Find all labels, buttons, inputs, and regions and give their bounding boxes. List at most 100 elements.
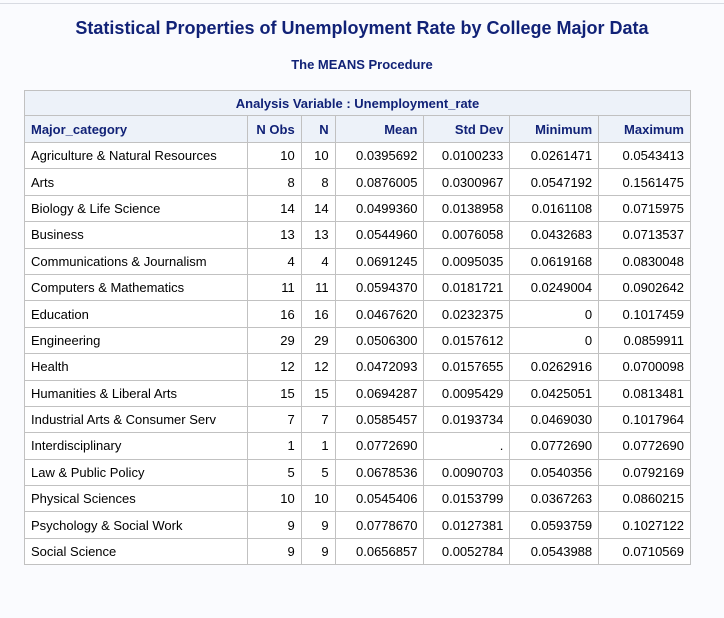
mean-cell: 0.0772690 [334,432,425,460]
maximum-cell: 0.0700098 [598,353,691,381]
table-row: Arts 8 8 0.0876005 0.0300967 0.0547192 0.15614… [24,168,691,196]
n-obs-cell: 16 [246,300,302,328]
minimum-cell: 0.0469030 [509,405,600,434]
major-category-cell: Industrial Arts & Consumer Serv [24,405,248,434]
n-cell: 16 [300,300,336,328]
analysis-variable-row: Analysis Variable : Unemployment_rate [24,90,691,116]
table-row: Biology & Life Science 14 14 0.0499360 0.013… [24,194,691,223]
major-category-cell: Social Science [24,537,248,566]
table-row: Education 16 16 0.0467620 0.0232375 0 0.101745… [24,300,691,328]
table-row: Business 13 13 0.0544960 0.0076058 0.0432683 0… [24,221,691,249]
minimum-cell: 0 [509,326,600,355]
column-header-row: Major_category N Obs N Mean Std Dev Mini… [24,115,691,143]
column-header-maximum: Maximum [598,115,691,143]
table-row: Engineering 29 29 0.0506300 0.0157612 0 0.0859… [24,326,691,355]
minimum-cell: 0.0249004 [509,273,600,302]
major-category-cell: Psychology & Social Work [24,511,248,539]
minimum-cell: 0.0619168 [509,247,600,275]
n-obs-cell: 10 [246,141,302,170]
table-row: Social Science 9 9 0.0656857 0.0052784 0.0543… [24,537,691,566]
std-dev-cell: 0.0181721 [423,273,511,302]
minimum-cell: 0.0261471 [509,141,600,170]
n-cell: 29 [300,326,336,355]
n-obs-cell: 11 [246,273,302,302]
column-header-std-dev: Std Dev [423,115,511,143]
major-category-cell: Interdisciplinary [24,432,248,460]
major-category-cell: Law & Public Policy [24,458,248,487]
maximum-cell: 0.0902642 [598,273,691,302]
mean-cell: 0.0678536 [334,458,425,487]
std-dev-cell: 0.0076058 [423,221,511,249]
std-dev-cell: 0.0100233 [423,141,511,170]
n-cell: 12 [300,353,336,381]
table-row: Law & Public Policy 5 5 0.0678536 0.0090703 0… [24,458,691,487]
std-dev-cell: 0.0300967 [423,168,511,196]
major-category-cell: Business [24,221,248,249]
mean-cell: 0.0656857 [334,537,425,566]
n-cell: 15 [300,379,336,407]
n-obs-cell: 9 [246,537,302,566]
maximum-cell: 0.0543413 [598,141,691,170]
n-cell: 7 [300,405,336,434]
table-row: Interdisciplinary 1 1 0.0772690. 0.0772690 0.… [24,432,691,460]
table-row: Industrial Arts & Consumer Serv 7 7 0.05854… [24,405,691,434]
mean-cell: 0.0506300 [334,326,425,355]
n-cell: 13 [300,221,336,249]
mean-cell: 0.0544960 [334,221,425,249]
n-cell: 10 [300,485,336,513]
n-obs-cell: 13 [246,221,302,249]
std-dev-cell: . [423,432,511,460]
table-row: Health 12 12 0.0472093 0.0157655 0.0262916 0.0… [24,353,691,381]
n-obs-cell: 10 [246,485,302,513]
minimum-cell: 0.0161108 [509,194,600,223]
std-dev-cell: 0.0138958 [423,194,511,223]
n-obs-cell: 14 [246,194,302,223]
major-category-cell: Education [24,300,248,328]
column-header-mean: Mean [334,115,425,143]
n-cell: 14 [300,194,336,223]
n-cell: 5 [300,458,336,487]
table-row: Agriculture & Natural Resources 10 10 0.039… [24,141,691,170]
maximum-cell: 0.1561475 [598,168,691,196]
std-dev-cell: 0.0232375 [423,300,511,328]
n-cell: 9 [300,511,336,539]
mean-cell: 0.0545406 [334,485,425,513]
n-cell: 11 [300,273,336,302]
mean-cell: 0.0585457 [334,405,425,434]
n-cell: 9 [300,537,336,566]
report-title: Statistical Properties of Unemployment R… [75,18,649,38]
table-row: Computers & Mathematics 11 11 0.0594370 0.01… [24,273,691,302]
analysis-variable-header: Analysis Variable : Unemployment_rate [24,90,691,116]
major-category-cell: Engineering [24,326,248,355]
mean-cell: 0.0778670 [334,511,425,539]
minimum-cell: 0.0772690 [509,432,600,460]
maximum-cell: 0.0860215 [598,485,691,513]
major-category-cell: Arts [24,168,248,196]
maximum-cell: 0.0715975 [598,194,691,223]
mean-cell: 0.0876005 [334,168,425,196]
mean-cell: 0.0694287 [334,379,425,407]
n-obs-cell: 29 [246,326,302,355]
major-category-cell: Physical Sciences [24,485,248,513]
minimum-cell: 0.0547192 [509,168,600,196]
n-obs-cell: 7 [246,405,302,434]
maximum-cell: 0.0713537 [598,221,691,249]
minimum-cell: 0 [509,300,600,328]
column-header-minimum: Minimum [509,115,600,143]
n-obs-cell: 9 [246,511,302,539]
mean-cell: 0.0472093 [334,353,425,381]
procedure-subtitle: The MEANS Procedure [291,57,433,72]
table-row: Psychology & Social Work 9 9 0.0778670 0.012… [24,511,691,539]
std-dev-cell: 0.0095035 [423,247,511,275]
std-dev-cell: 0.0157612 [423,326,511,355]
n-obs-cell: 8 [246,168,302,196]
minimum-cell: 0.0593759 [509,511,600,539]
table-row: Humanities & Liberal Arts 15 15 0.0694287 0.… [24,379,691,407]
minimum-cell: 0.0432683 [509,221,600,249]
mean-cell: 0.0499360 [334,194,425,223]
maximum-cell: 0.0859911 [598,326,691,355]
n-cell: 4 [300,247,336,275]
n-cell: 1 [300,432,336,460]
std-dev-cell: 0.0153799 [423,485,511,513]
mean-cell: 0.0691245 [334,247,425,275]
